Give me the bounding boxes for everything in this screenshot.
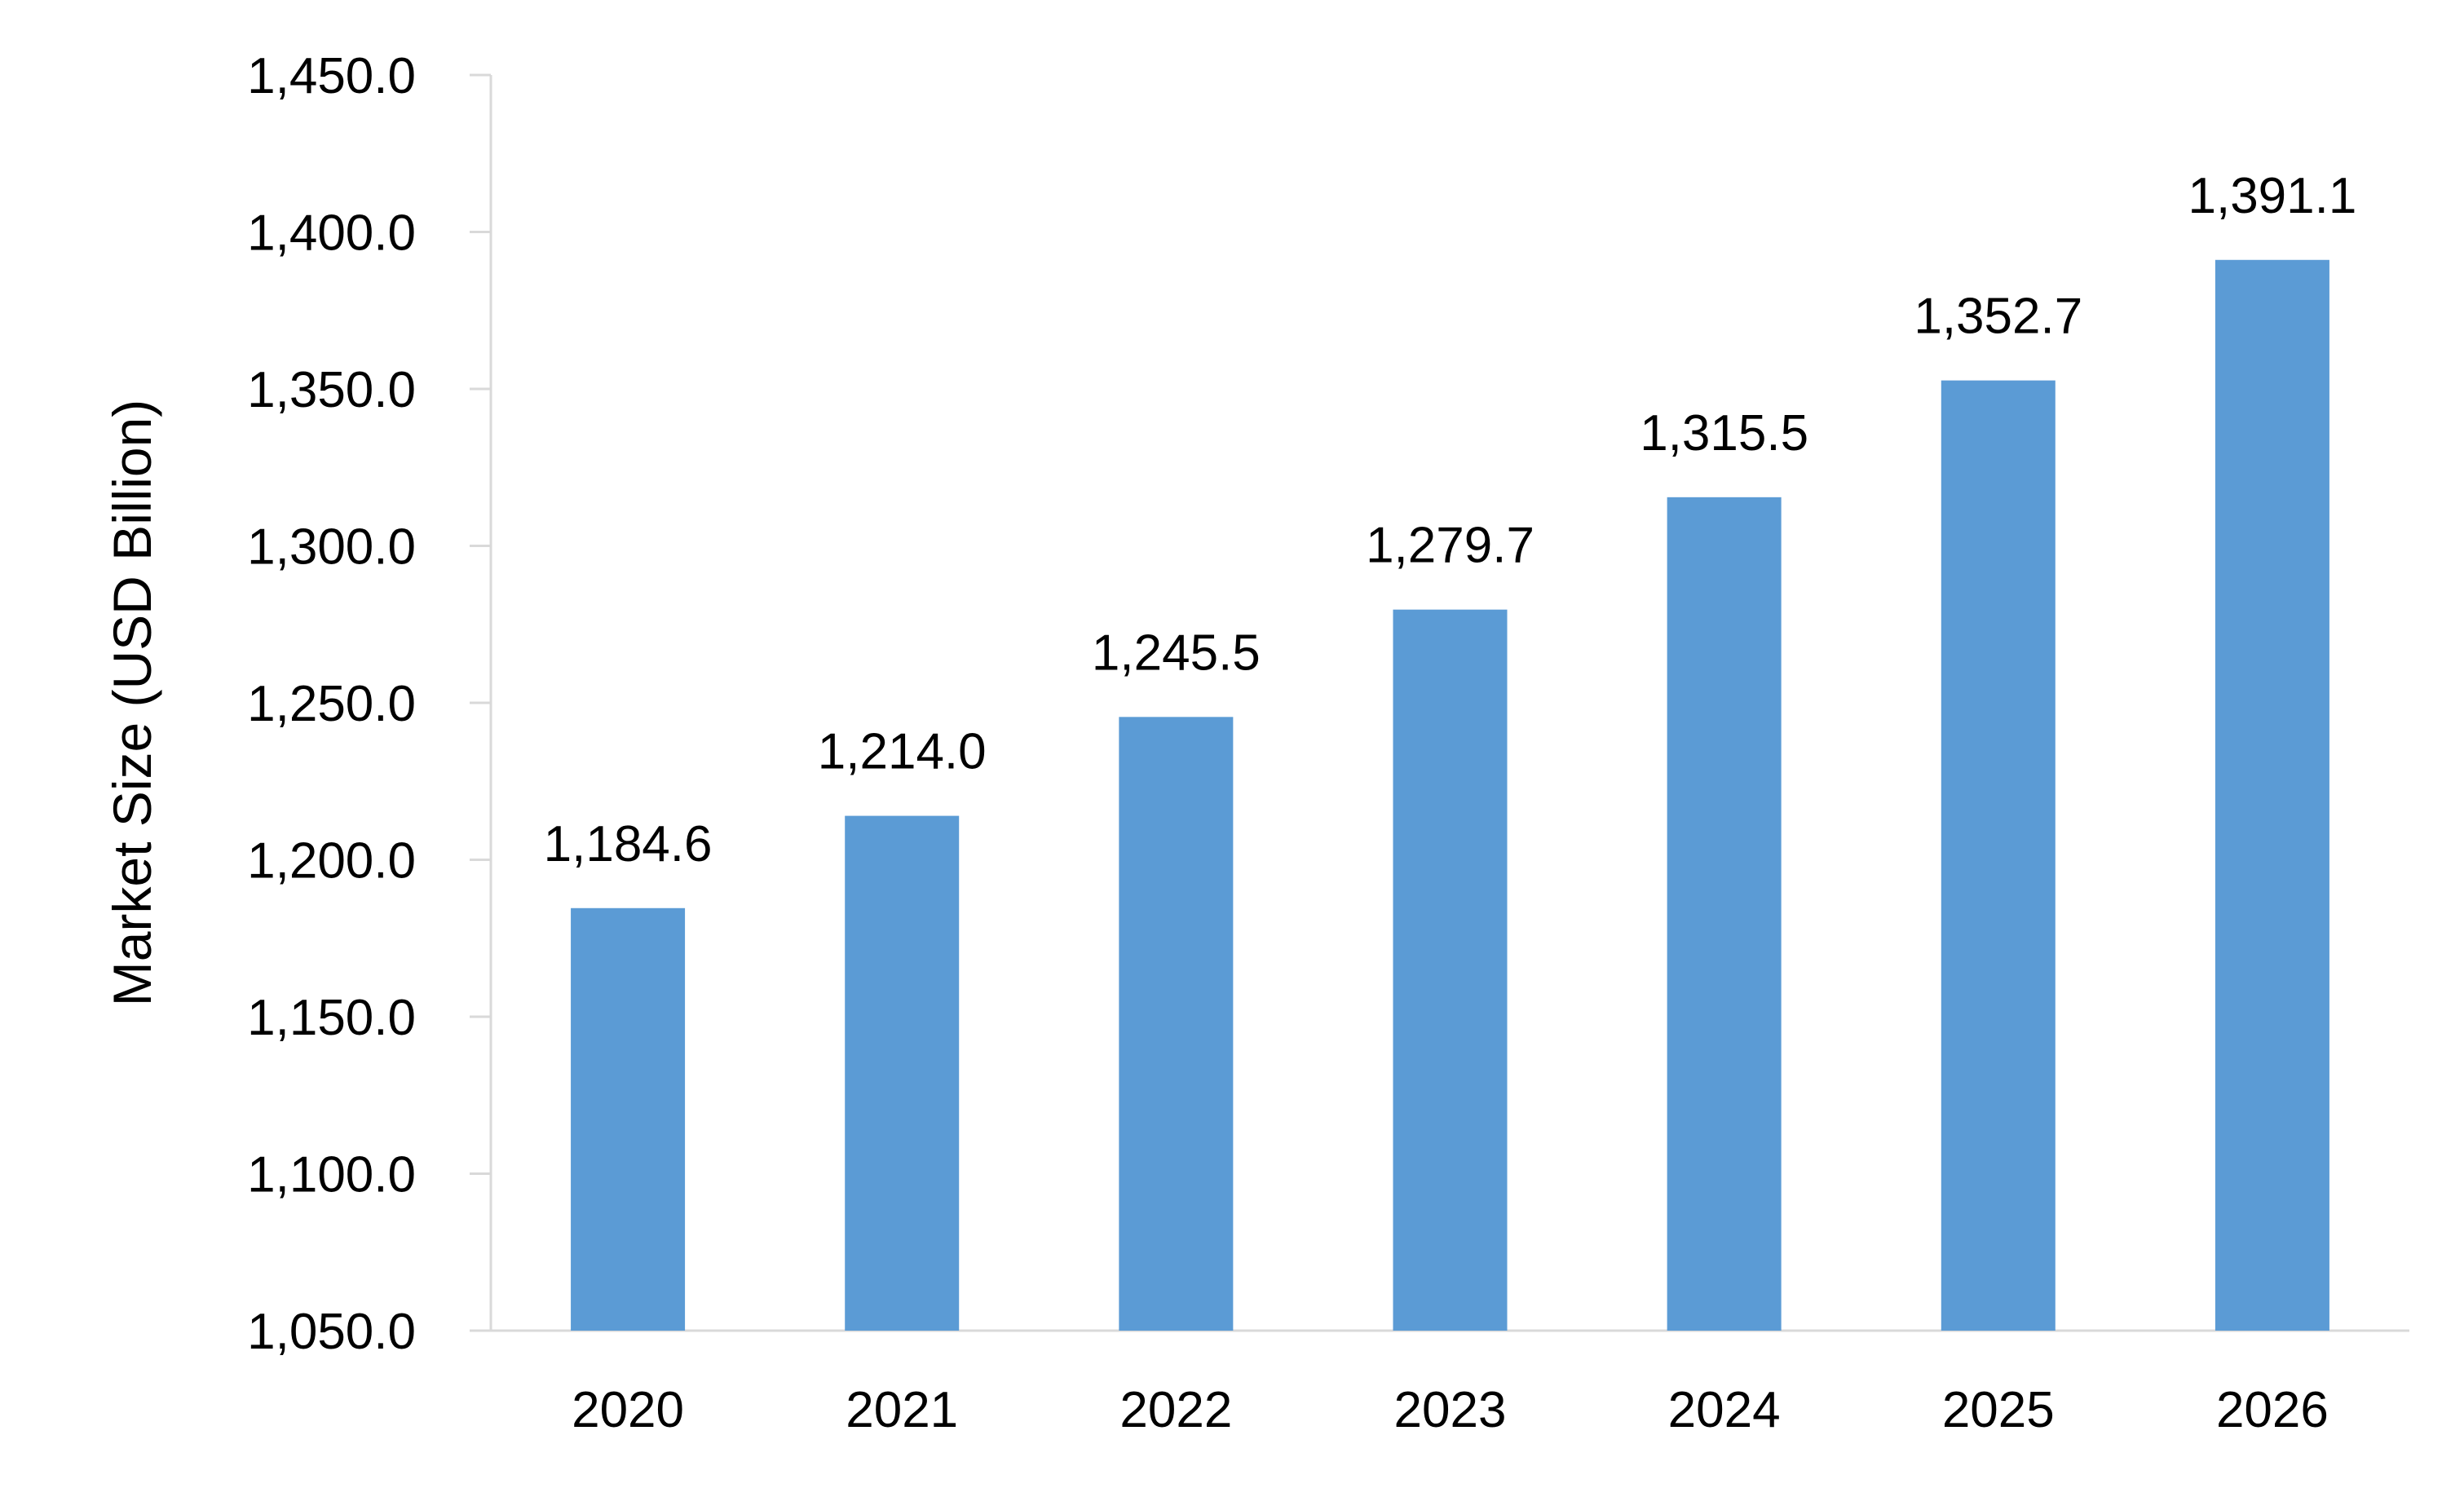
y-tick-label: 1,400.0 xyxy=(247,205,416,262)
x-tick-label-2022: 2022 xyxy=(1119,1382,1232,1438)
bar-2021 xyxy=(845,815,960,1331)
data-label-2021: 1,214.0 xyxy=(818,724,987,780)
x-tick-label-2025: 2025 xyxy=(1942,1382,2055,1438)
data-labels: 1,184.6 1,214.0 1,245.5 1,279.7 1,315.5 1,352… xyxy=(544,168,2357,872)
data-label-2023: 1,279.7 xyxy=(1366,518,1534,574)
bar-2023 xyxy=(1393,609,1508,1331)
y-tick-label: 1,350.0 xyxy=(247,362,416,418)
y-axis-title: Market Size (USD Billion) xyxy=(102,400,162,1007)
x-tick-label-2020: 2020 xyxy=(572,1382,684,1438)
bar-2025 xyxy=(1941,380,2056,1331)
bar-2026 xyxy=(2215,259,2329,1331)
x-tick-label-2026: 2026 xyxy=(2216,1382,2329,1438)
data-label-2025: 1,352.7 xyxy=(1914,289,2082,345)
bar-2022 xyxy=(1119,717,1234,1331)
y-tick-label: 1,050.0 xyxy=(247,1304,416,1360)
y-axis-title-group: Market Size (USD Billion) xyxy=(102,400,162,1007)
y-tick-label: 1,100.0 xyxy=(247,1147,416,1203)
x-axis: 2020 2021 2022 2023 2024 2025 2026 xyxy=(572,1382,2329,1438)
bars xyxy=(571,259,2329,1331)
y-tick-label: 1,200.0 xyxy=(247,833,416,890)
y-tick-label: 1,300.0 xyxy=(247,519,416,576)
bar-2024 xyxy=(1667,497,1782,1331)
bar-2020 xyxy=(571,907,686,1331)
y-tick-label: 1,450.0 xyxy=(247,48,416,104)
x-tick-label-2023: 2023 xyxy=(1394,1382,1507,1438)
data-label-2024: 1,315.5 xyxy=(1640,405,1808,461)
data-label-2022: 1,245.5 xyxy=(1092,625,1261,681)
y-tick-label: 1,250.0 xyxy=(247,676,416,732)
y-tick-label: 1,150.0 xyxy=(247,990,416,1046)
x-tick-label-2021: 2021 xyxy=(846,1382,958,1438)
data-label-2020: 1,184.6 xyxy=(544,816,713,872)
y-axis: 1,050.0 1,100.0 1,150.0 1,200.0 1,250.0 1,300… xyxy=(247,48,491,1360)
x-tick-label-2024: 2024 xyxy=(1668,1382,1781,1438)
data-label-2026: 1,391.1 xyxy=(2188,168,2356,224)
